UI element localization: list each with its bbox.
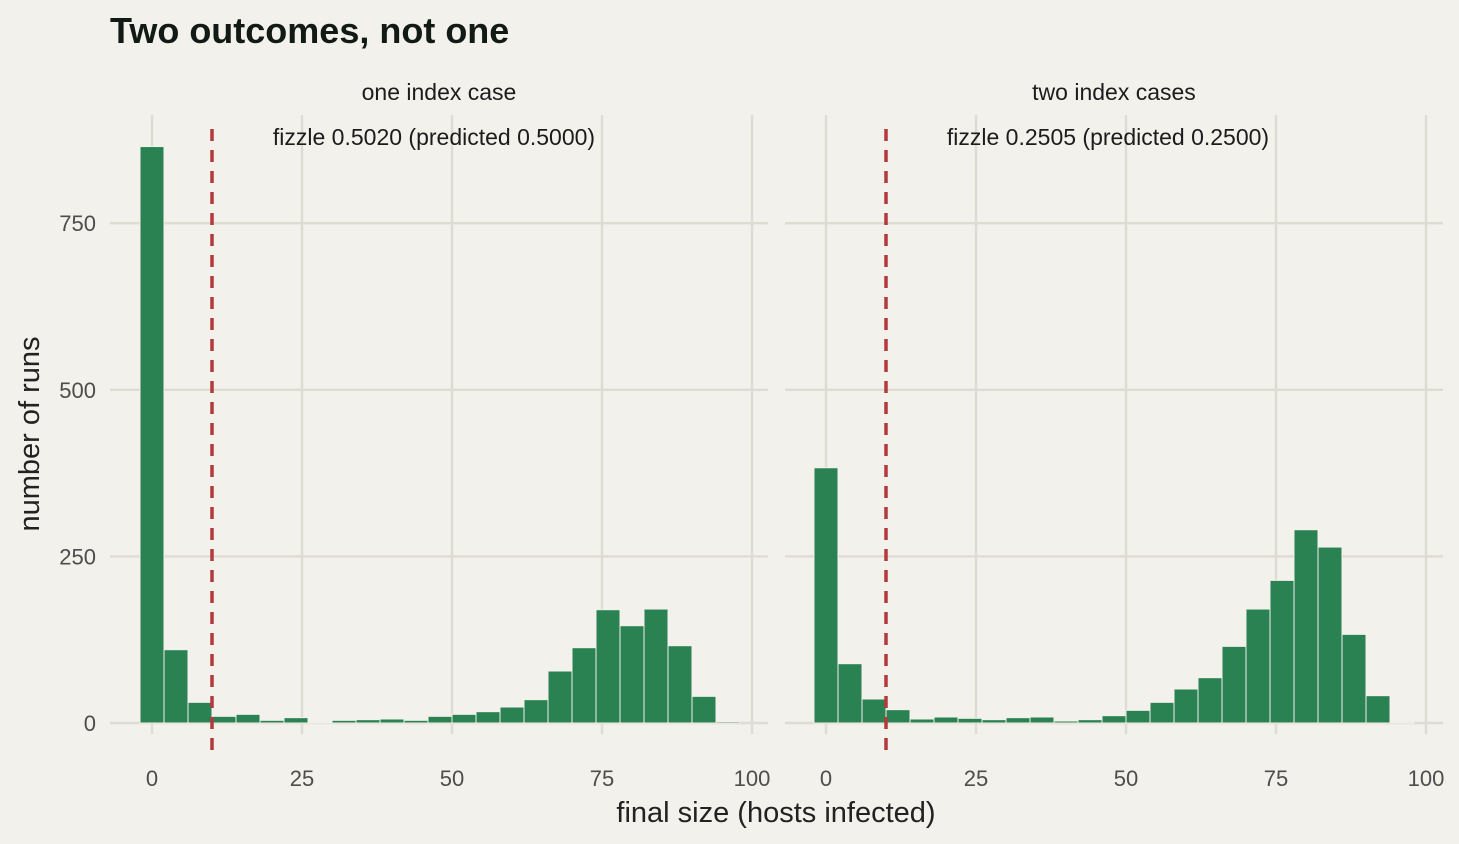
histogram-bar xyxy=(427,715,453,724)
panel-1: one index case fizzle 0.5020 (predicted 0… xyxy=(110,79,770,791)
x-tick-label: 50 xyxy=(1114,766,1138,791)
histogram-bar xyxy=(1149,701,1175,724)
histogram-bar xyxy=(1269,579,1295,724)
histogram-bar xyxy=(1389,721,1415,724)
histogram-bar xyxy=(643,608,669,724)
panel-strip-label: two index cases xyxy=(1032,79,1196,105)
fizzle-annotation: fizzle 0.2505 (predicted 0.2500) xyxy=(947,124,1269,150)
chart-title: Two outcomes, not one xyxy=(110,10,509,51)
histogram-bar xyxy=(1317,546,1343,724)
histogram-bar xyxy=(523,699,549,724)
panel-strip-label: one index case xyxy=(362,79,517,105)
histogram-bar xyxy=(981,719,1007,724)
histogram-bar xyxy=(163,649,189,724)
histogram-bar xyxy=(595,609,621,724)
histogram-bar xyxy=(957,717,983,724)
histogram-bar xyxy=(813,467,839,724)
x-tick-label: 100 xyxy=(1408,766,1445,791)
x-tick-label: 0 xyxy=(820,766,832,791)
histogram-bar xyxy=(1293,529,1319,724)
histogram-bar xyxy=(307,721,333,724)
y-tick-label: 250 xyxy=(59,544,96,569)
x-tick-label: 100 xyxy=(734,766,771,791)
histogram-bar xyxy=(1197,677,1223,724)
histogram-bar xyxy=(1077,719,1103,724)
y-axis-label: number of runs xyxy=(14,336,46,531)
y-tick-label: 0 xyxy=(84,711,96,736)
x-tick-label: 25 xyxy=(964,766,988,791)
histogram-bar xyxy=(451,713,477,724)
histogram-bar xyxy=(715,721,741,724)
histogram-bar xyxy=(667,645,693,724)
histogram-bar xyxy=(861,698,887,724)
x-tick-label: 25 xyxy=(290,766,314,791)
histogram-bar xyxy=(235,713,261,724)
histogram-bar xyxy=(403,719,429,724)
histogram-bar xyxy=(499,706,525,724)
histogram-bar xyxy=(475,711,501,724)
histogram-bar xyxy=(1365,695,1391,724)
x-tick-label: 75 xyxy=(1264,766,1288,791)
chart-panels: one index case fizzle 0.5020 (predicted 0… xyxy=(110,79,1444,791)
panel-2: two index cases fizzle 0.2505 (predicted … xyxy=(785,79,1444,791)
histogram-bar xyxy=(1101,715,1127,724)
histogram-bar xyxy=(1053,720,1079,724)
x-tick-label: 75 xyxy=(590,766,614,791)
histogram-bar xyxy=(909,718,935,724)
histogram-bar xyxy=(331,719,357,724)
histogram-bar xyxy=(211,715,237,724)
x-axis-label: final size (hosts infected) xyxy=(616,797,935,829)
histogram-bar xyxy=(1173,688,1199,724)
histogram-bar xyxy=(379,718,405,724)
histogram-bar xyxy=(187,701,213,724)
histogram-bar xyxy=(355,719,381,724)
histogram-bar xyxy=(139,146,165,724)
histogram-bar xyxy=(837,663,863,724)
histogram-bar xyxy=(691,695,717,724)
histogram-bar xyxy=(885,709,911,724)
fizzle-annotation: fizzle 0.5020 (predicted 0.5000) xyxy=(273,124,595,150)
histogram-bar xyxy=(1125,709,1151,724)
histogram-bar xyxy=(1221,645,1247,724)
x-tick-label: 0 xyxy=(146,766,158,791)
histogram-bar xyxy=(619,625,645,724)
histogram-bar xyxy=(1245,608,1271,724)
histogram-bar xyxy=(259,719,285,724)
histogram-bar xyxy=(571,647,597,724)
y-tick-label: 500 xyxy=(59,378,96,403)
x-tick-label: 50 xyxy=(440,766,464,791)
histogram-bar xyxy=(1005,717,1031,724)
y-tick-label: 750 xyxy=(59,211,96,236)
histogram-bar xyxy=(547,670,573,724)
histogram-bar xyxy=(1029,716,1055,724)
histogram-bar xyxy=(283,717,309,724)
histogram-bar xyxy=(1341,633,1367,724)
y-axis: 0 250 500 750 xyxy=(59,211,96,736)
histogram-bar xyxy=(933,716,959,724)
